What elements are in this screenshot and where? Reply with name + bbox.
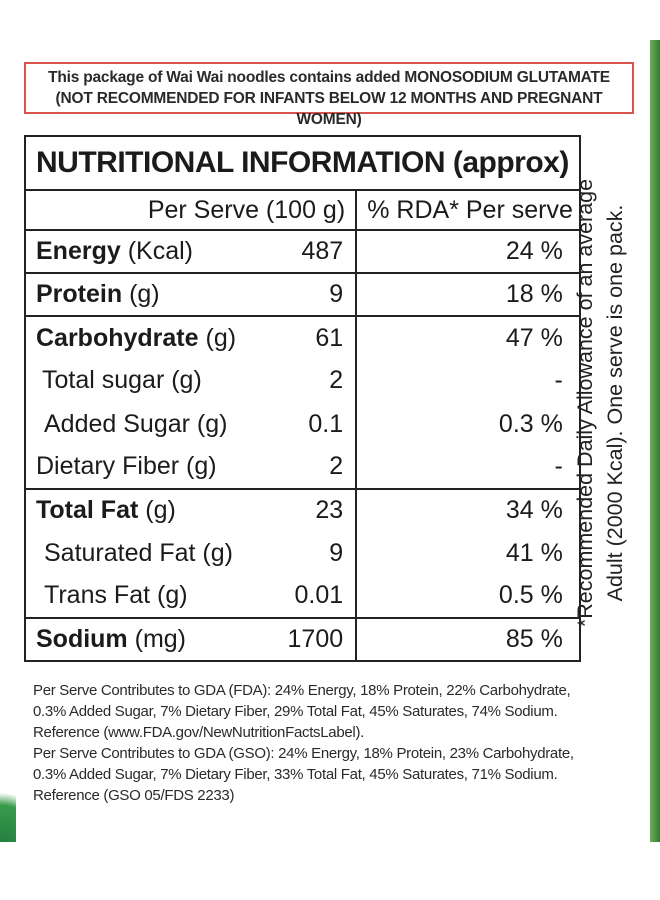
bottom-background	[0, 842, 660, 900]
table-row-total-fat: Total Fat (g) 23 34 %	[25, 488, 580, 532]
nutrient-name: Total sugar (g)	[42, 366, 202, 395]
package-green-edge	[650, 40, 660, 842]
table-title: NUTRITIONAL INFORMATION (approx)	[25, 136, 580, 192]
nutrient-rda: 41 %	[355, 531, 580, 575]
rda-footnote-line-2: Adult (2000 Kcal). One serve is one pack…	[603, 204, 627, 602]
nutrient-unit: (Kcal)	[127, 237, 194, 266]
gda-footnotes: Per Serve Contributes to GDA (FDA): 24% …	[33, 680, 633, 806]
nutrient-name: Dietary Fiber (g)	[25, 445, 247, 490]
nutrient-name: Added Sugar (g)	[44, 409, 228, 438]
table-row-total-sugar: Total sugar (g) 2 -	[25, 359, 580, 403]
footnote-line: 0.3% Added Sugar, 7% Dietary Fiber, 29% …	[33, 703, 558, 720]
nutrient-rda: 0.5 %	[355, 574, 580, 619]
nutrient-value: 2	[246, 445, 357, 490]
nutrient-rda: 47 %	[355, 316, 580, 360]
nutrient-rda: 85 %	[355, 617, 580, 661]
nutrient-value: 9	[246, 273, 357, 318]
nutrient-rda: 24 %	[355, 230, 580, 275]
nutrient-value: 61	[315, 323, 344, 352]
msg-warning-box: This package of Wai Wai noodles contains…	[24, 62, 634, 128]
footnote-line: 0.3% Added Sugar, 7% Dietary Fiber, 33% …	[33, 766, 558, 783]
table-row-sodium: Sodium (mg) 1700 85 %	[25, 617, 580, 661]
nutrient-value: 0.01	[246, 574, 357, 619]
nutrient-unit: (g)	[129, 280, 160, 309]
nutrition-table: NUTRITIONAL INFORMATION (approx) Per Ser…	[24, 135, 581, 662]
table-row-carbohydrate: Carbohydrate (g) 61 47 %	[25, 316, 580, 360]
nutrient-rda: 0.3 %	[355, 402, 580, 446]
warning-line-1: This package of Wai Wai noodles contains…	[48, 69, 610, 86]
nutrient-value: 1700	[287, 624, 344, 653]
nutrient-name: Trans Fat (g)	[25, 574, 247, 619]
nutrient-name: Protein	[36, 280, 123, 309]
nutrient-value: 2	[329, 366, 344, 395]
nutrient-name: Carbohydrate	[36, 323, 199, 352]
table-row-saturated-fat: Saturated Fat (g) 9 41 %	[25, 531, 580, 575]
footnote-line: Reference (GSO 05/FDS 2233)	[33, 787, 235, 804]
nutrient-unit: (g)	[145, 496, 176, 525]
table-row-dietary-fiber: Dietary Fiber (g) 2 -	[25, 445, 580, 490]
nutrient-rda: -	[355, 359, 580, 403]
nutrient-rda: 34 %	[355, 488, 580, 532]
table-header-row: Per Serve (100 g) % RDA* Per serve	[25, 190, 580, 232]
table-row-added-sugar: Added Sugar (g) 0.1 0.3 %	[25, 402, 580, 446]
nutrient-name: Total Fat	[36, 496, 139, 525]
warning-line-2: (NOT RECOMMENDED FOR INFANTS BELOW 12 MO…	[55, 90, 603, 128]
nutrient-unit: (g)	[205, 323, 237, 352]
rda-footnote-line-1: *Recommended Daily Allowance of an avera…	[573, 178, 597, 628]
table-row-energy: Energy (Kcal) 487 24 %	[25, 230, 580, 275]
nutrient-value: 487	[246, 230, 357, 275]
table-row-trans-fat: Trans Fat (g) 0.01 0.5 %	[25, 574, 580, 619]
rda-header: % RDA* Per serve	[355, 190, 580, 232]
nutrient-rda: -	[355, 445, 580, 490]
nutrient-name: Saturated Fat (g)	[44, 538, 233, 567]
nutrient-name: Energy	[36, 237, 121, 266]
per-serve-header: Per Serve (100 g)	[25, 190, 357, 232]
nutrient-rda: 18 %	[355, 273, 580, 318]
nutrient-value: 9	[329, 538, 344, 567]
nutrient-unit: (mg)	[134, 624, 187, 653]
table-row-protein: Protein (g) 9 18 %	[25, 273, 580, 318]
nutrient-value: 23	[315, 496, 344, 525]
footnote-line: Per Serve Contributes to GDA (FDA): 24% …	[33, 682, 571, 699]
footnote-line: Reference (www.FDA.gov/NewNutritionFacts…	[33, 724, 365, 741]
footnote-line: Per Serve Contributes to GDA (GSO): 24% …	[33, 745, 574, 762]
rda-footnote-vertical: *Recommended Daily Allowance of an avera…	[560, 148, 640, 658]
nutrient-value: 0.1	[308, 409, 344, 438]
package-green-corner	[0, 770, 16, 850]
nutrient-name: Sodium	[36, 624, 128, 653]
